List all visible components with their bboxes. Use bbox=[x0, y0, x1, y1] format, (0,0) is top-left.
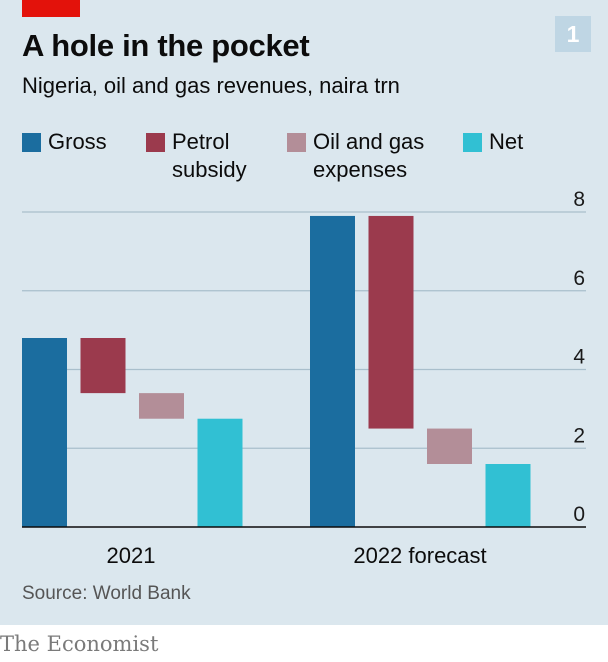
y-tick-label-0: 0 bbox=[573, 503, 585, 526]
bar-net-2022-forecast bbox=[485, 464, 531, 527]
bar-gross-2021 bbox=[22, 338, 67, 527]
bar-net-2021 bbox=[197, 418, 243, 527]
bar-petrol-subsidy-2021 bbox=[80, 338, 126, 394]
legend-swatch-petrol-subsidy bbox=[146, 133, 165, 152]
legend-swatch-oil-gas-expenses bbox=[287, 133, 306, 152]
legend-swatch-gross bbox=[22, 133, 41, 152]
legend-label-gross: Gross bbox=[48, 129, 107, 154]
waterfall-chart: 0 2 4 6 8 2021 2022 forecast bbox=[22, 188, 586, 568]
legend-label-oil-gas-expenses: Oil and gas expenses bbox=[313, 129, 425, 182]
bar-oil-and-gas-expenses-2022-forecast bbox=[427, 428, 472, 464]
x-category-label-2021: 2021 bbox=[107, 543, 156, 568]
legend-label-petrol-subsidy: Petrol subsidy bbox=[172, 129, 247, 182]
y-tick-label-4: 4 bbox=[573, 346, 585, 369]
publisher-wordmark: The Economist bbox=[0, 632, 159, 656]
bar-petrol-subsidy-2022-forecast bbox=[368, 215, 414, 429]
legend-swatch-net bbox=[463, 133, 482, 152]
chart-subtitle: Nigeria, oil and gas revenues, naira trn bbox=[22, 73, 400, 98]
y-tick-label-8: 8 bbox=[573, 188, 585, 211]
brand-accent-bar bbox=[22, 0, 80, 17]
x-category-label-2022-forecast: 2022 forecast bbox=[353, 543, 486, 568]
chart-title: A hole in the pocket bbox=[22, 28, 310, 63]
chart-panel: A hole in the pocket 1 Nigeria, oil and … bbox=[0, 0, 608, 625]
y-tick-label-6: 6 bbox=[573, 267, 585, 290]
legend-label-net: Net bbox=[489, 129, 524, 154]
y-tick-label-2: 2 bbox=[573, 424, 585, 447]
bar-oil-and-gas-expenses-2021 bbox=[139, 393, 184, 419]
bar-gross-2022-forecast bbox=[310, 215, 355, 527]
chart-number-badge: 1 bbox=[555, 16, 591, 52]
source-note: Source: World Bank bbox=[22, 583, 191, 604]
